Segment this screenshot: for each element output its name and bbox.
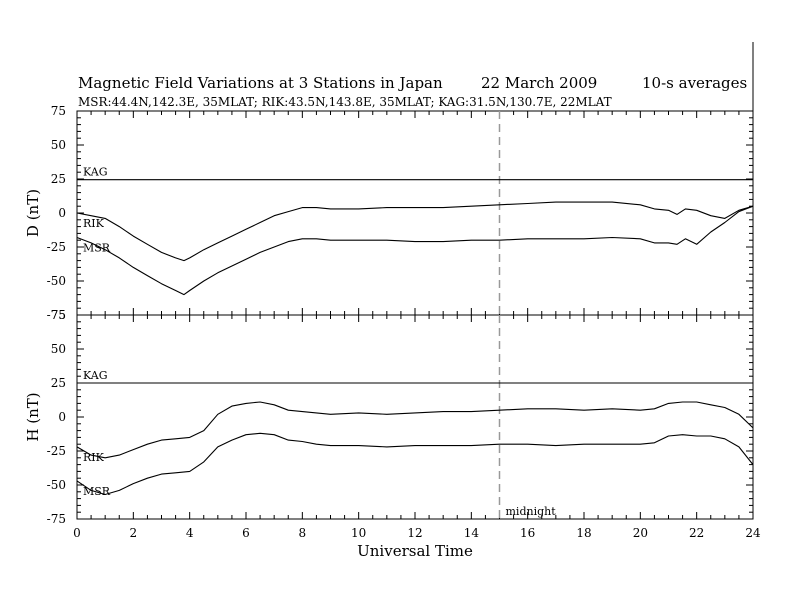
series-label-rik: RIK (83, 217, 105, 230)
chart-title-group: Magnetic Field Variations at 3 Stations … (78, 74, 747, 109)
x-tick-label: 20 (633, 526, 648, 540)
chart-panels: 75 50 25 0 -25 -50 -75 D (nT) KAG RIK MSR 75 50 25 0 -2… (24, 104, 761, 560)
series-line-rik (76, 201, 754, 262)
y-tick-label: -75 (47, 308, 66, 322)
series-label-msr: MSR (83, 485, 111, 498)
y-tick-label: 50 (51, 138, 66, 152)
x-tick-label: 14 (464, 526, 480, 540)
y-tick-label: 25 (51, 172, 66, 186)
x-tick-label: 6 (242, 526, 250, 540)
panel-frame (76, 110, 754, 316)
series-label-rik: RIK (83, 451, 105, 464)
x-tick-label: 16 (520, 526, 535, 540)
y-axis-label: H (nT) (24, 392, 42, 441)
x-tick-label: 24 (745, 526, 761, 540)
y-tick-label: -75 (47, 512, 66, 526)
x-tick-label: 2 (130, 526, 138, 540)
x-tick-label: 4 (186, 526, 194, 540)
series-line-msr (76, 432, 754, 496)
series-line-rik (76, 401, 754, 459)
x-tick-label: 0 (73, 526, 81, 540)
y-tick-label: -50 (47, 274, 66, 288)
chart-title: Magnetic Field Variations at 3 Stations … (78, 74, 443, 92)
y-tick-label: -25 (47, 444, 66, 458)
y-tick-label: 0 (58, 206, 66, 220)
x-tick-label: 8 (299, 526, 307, 540)
series-label-kag: KAG (83, 369, 108, 382)
y-axis-label: D (nT) (24, 189, 42, 237)
chart-date: 22 March 2009 (481, 74, 597, 92)
midnight-label: midnight (506, 505, 557, 518)
series-label-kag: KAG (83, 166, 108, 179)
series-line-msr (76, 205, 754, 296)
y-tick-label: -25 (47, 240, 66, 254)
panel-frame (76, 314, 754, 520)
x-tick-label: 22 (689, 526, 704, 540)
chart-averaging: 10-s averages (642, 74, 747, 92)
x-axis-label: Universal Time (357, 542, 473, 560)
x-tick-label: 12 (407, 526, 422, 540)
x-tick-label: 10 (351, 526, 366, 540)
y-tick-label: 50 (51, 342, 66, 356)
series-label-msr: MSR (83, 241, 111, 254)
y-tick-label: 25 (51, 376, 66, 390)
y-tick-label: 75 (51, 104, 66, 118)
x-tick-label: 18 (576, 526, 591, 540)
chart-stations-subtitle: MSR:44.4N,142.3E, 35MLAT; RIK:43.5N,143.… (78, 95, 612, 109)
y-tick-label: 75 (51, 308, 66, 322)
y-tick-label: -50 (47, 478, 66, 492)
panel-D: 75 50 25 0 -25 -50 -75 D (nT) KAG RIK MSR (24, 104, 754, 322)
y-tick-label: 0 (58, 410, 66, 424)
